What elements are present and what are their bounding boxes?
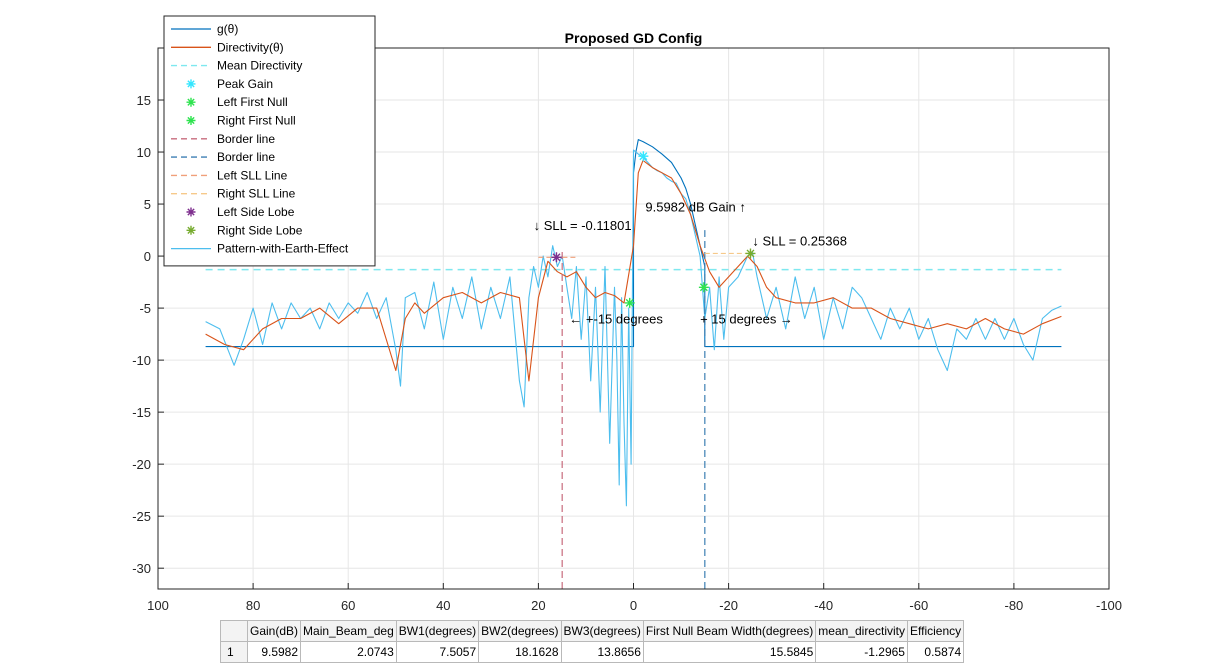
table-corner-cell: [220, 620, 248, 642]
series-pattern-with-earth-effect: [205, 149, 1062, 507]
table-header-cell: BW3(degrees): [560, 620, 644, 642]
y-tick-label: -20: [132, 457, 151, 472]
legend-label: Right SLL Line: [217, 187, 296, 201]
legend-entry: Left Side Lobe: [186, 205, 295, 219]
marker-right-first-null: [698, 282, 709, 293]
x-tick-label: -100: [1096, 598, 1122, 613]
axis-ticks: 100 80 60 40 20 0 -20 -40 -60 -80 -100 15 10 5 0 -5 -10 -…: [132, 93, 1122, 613]
legend-label: Left SLL Line: [217, 168, 288, 182]
x-tick-label: 80: [246, 598, 260, 613]
x-tick-label: -80: [1005, 598, 1024, 613]
legend-label: Right Side Lobe: [217, 223, 303, 237]
legend-swatch-star: [186, 116, 196, 125]
legend-entry: Right SLL Line: [171, 187, 296, 201]
x-tick-label: 0: [630, 598, 637, 613]
legend-entry: Left First Null: [186, 95, 288, 109]
x-tick-label: 60: [341, 598, 355, 613]
y-tick-label: -10: [132, 353, 151, 368]
legend-swatch-star: [186, 79, 196, 89]
marker-peak-gain: [638, 151, 649, 162]
legend-label: Peak Gain: [217, 77, 273, 91]
legend-swatch-star: [186, 207, 196, 217]
table-row-index: 1: [220, 641, 248, 663]
legend-label: Directivity(θ): [217, 40, 284, 54]
legend-label: Pattern-with-Earth-Effect: [217, 242, 349, 256]
table-header-row: Gain(dB) Main_Beam_deg BW1(degrees) BW2(deg…: [220, 620, 965, 642]
marker-right-side-lobe: [745, 248, 756, 259]
annotation-gain: 9.5982 dB Gain ↑: [645, 199, 745, 214]
legend-entry: Border line: [171, 150, 275, 164]
legend-label: Border line: [217, 132, 275, 146]
legend-entry: g(θ): [171, 22, 238, 36]
y-tick-label: 15: [137, 93, 151, 108]
annotations: ↓ SLL = -0.11801 ↓ SLL = 0.25368 9.5982 dB…: [534, 199, 847, 326]
legend-entry: Right First Null: [186, 114, 296, 128]
legend-entry: Directivity(θ): [171, 40, 284, 54]
table-cell: 18.1628: [478, 641, 562, 663]
annotation-right-deg: + 15 degrees →: [700, 312, 793, 327]
table-cell: -1.2965: [815, 641, 908, 663]
legend: g(θ) Directivity(θ) Mean Directivity Peak G…: [163, 15, 376, 267]
table-header-cell: Main_Beam_deg: [300, 620, 397, 642]
table-header-cell: BW1(degrees): [395, 620, 480, 642]
legend-entry: Mean Directivity: [171, 59, 302, 73]
legend-label: Border line: [217, 150, 275, 164]
legend-label: Left Side Lobe: [217, 205, 295, 219]
y-tick-label: -30: [132, 561, 151, 576]
x-tick-label: -60: [909, 598, 928, 613]
legend-label: Left First Null: [217, 95, 288, 109]
legend-entry: Border line: [171, 132, 275, 146]
table-header-cell: BW2(degrees): [478, 620, 562, 642]
legend-entry: Left SLL Line: [171, 168, 288, 182]
legend-label: Mean Directivity: [217, 59, 302, 73]
x-tick-label: 40: [436, 598, 450, 613]
table-header-cell: mean_directivity: [815, 620, 908, 642]
table-cell: 0.5874: [906, 641, 965, 663]
table-cell: 9.5982: [246, 641, 302, 663]
x-tick-label: 100: [147, 598, 169, 613]
results-table: Gain(dB) Main_Beam_deg BW1(degrees) BW2(deg…: [220, 620, 965, 663]
table-cell: 15.5845: [642, 641, 817, 663]
legend-entry: Right Side Lobe: [186, 223, 303, 237]
marker-left-side-lobe: [551, 252, 562, 263]
table-body: 1 9.5982 2.0743 7.5057 18.1628 13.8656 15.5845…: [220, 641, 965, 663]
table-row: 1 9.5982 2.0743 7.5057 18.1628 13.8656 15.5845…: [220, 641, 965, 663]
y-tick-label: -15: [132, 405, 151, 420]
table-header-cell: Efficiency: [906, 620, 965, 642]
plot-data: [205, 139, 1062, 589]
legend-label: Right First Null: [217, 114, 296, 128]
chart-title: Proposed GD Config: [565, 30, 703, 46]
legend-swatch-star: [186, 97, 196, 107]
x-tick-label: -20: [719, 598, 738, 613]
legend-swatch-star: [186, 225, 196, 235]
table-header-cell: First Null Beam Width(degrees): [642, 620, 817, 642]
table-cell: 13.8656: [560, 641, 644, 663]
annotation-left-sll: ↓ SLL = -0.11801: [534, 218, 632, 233]
y-tick-label: -25: [132, 509, 151, 524]
table-cell: 2.0743: [300, 641, 397, 663]
annotation-left-deg: ← +-15 degrees: [569, 312, 663, 327]
marker-left-first-null: [624, 297, 635, 308]
y-tick-label: 0: [144, 249, 151, 264]
y-tick-label: 5: [144, 197, 151, 212]
annotation-right-sll: ↓ SLL = 0.25368: [752, 234, 847, 249]
legend-label: g(θ): [217, 22, 238, 36]
table-header-cell: Gain(dB): [246, 620, 302, 642]
legend-entry: Pattern-with-Earth-Effect: [171, 242, 349, 256]
table-cell: 7.5057: [395, 641, 480, 663]
y-tick-label: -5: [139, 301, 151, 316]
x-tick-label: -40: [814, 598, 833, 613]
series-directivity: [205, 159, 1062, 382]
legend-entry: Peak Gain: [186, 77, 273, 91]
legend-box: [163, 15, 376, 267]
y-tick-label: 10: [137, 145, 151, 160]
x-tick-label: 20: [531, 598, 545, 613]
